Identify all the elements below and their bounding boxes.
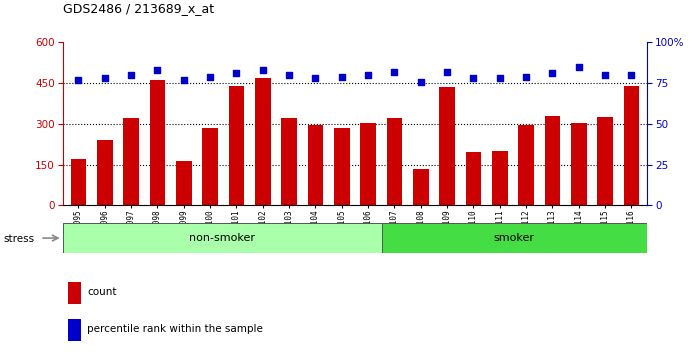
Bar: [281, 119, 297, 205]
Point: [100, 75, 111, 81]
Bar: [519, 125, 534, 205]
Point: [547, 70, 558, 76]
Point: [521, 74, 532, 80]
Bar: [624, 86, 640, 205]
Bar: [544, 116, 560, 205]
Point: [626, 72, 637, 78]
Point: [231, 70, 242, 76]
Point: [283, 72, 294, 78]
Point: [205, 74, 216, 80]
Point: [125, 72, 136, 78]
Bar: [466, 152, 482, 205]
Point: [441, 69, 452, 75]
Point: [73, 77, 84, 83]
Bar: [150, 80, 166, 205]
Point: [152, 67, 163, 73]
Point: [363, 72, 374, 78]
Bar: [381, 223, 647, 253]
Bar: [68, 319, 81, 341]
Bar: [571, 122, 587, 205]
Point: [468, 75, 479, 81]
Bar: [439, 87, 455, 205]
Text: non-smoker: non-smoker: [189, 233, 255, 243]
Text: GDS2486 / 213689_x_at: GDS2486 / 213689_x_at: [63, 2, 214, 15]
Bar: [68, 282, 81, 304]
Bar: [123, 119, 139, 205]
Text: percentile rank within the sample: percentile rank within the sample: [87, 324, 263, 335]
Bar: [597, 117, 613, 205]
Text: count: count: [87, 287, 117, 297]
Point: [178, 77, 189, 83]
Text: smoker: smoker: [494, 233, 535, 243]
Bar: [228, 86, 244, 205]
Text: stress: stress: [3, 234, 35, 244]
Bar: [203, 128, 218, 205]
Bar: [492, 151, 507, 205]
Point: [310, 75, 321, 81]
Bar: [97, 140, 113, 205]
Bar: [413, 169, 429, 205]
Bar: [334, 128, 349, 205]
Point: [258, 67, 269, 73]
Bar: [63, 223, 381, 253]
Bar: [308, 125, 324, 205]
Point: [389, 69, 400, 75]
Point: [574, 64, 585, 70]
Bar: [361, 122, 376, 205]
Point: [336, 74, 347, 80]
Bar: [70, 159, 86, 205]
Point: [416, 79, 427, 84]
Point: [494, 75, 505, 81]
Bar: [386, 119, 402, 205]
Bar: [176, 161, 191, 205]
Bar: [255, 78, 271, 205]
Point: [599, 72, 610, 78]
